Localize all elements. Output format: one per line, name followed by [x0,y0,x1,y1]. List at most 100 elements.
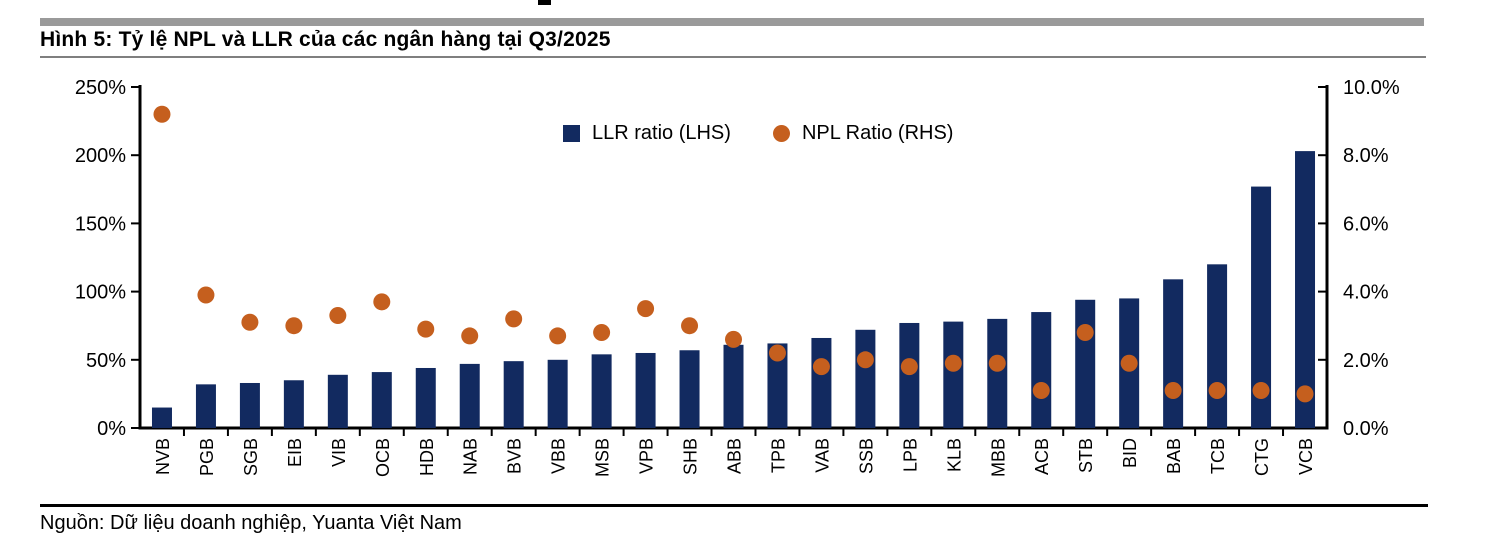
llr-bar [1031,312,1052,428]
x-axis-category-label: KLB [944,438,964,472]
npl-dot [900,358,918,376]
x-axis-category-label: TPB [768,438,788,473]
x-axis-category-label: BID [1120,438,1140,468]
llr-bar [1295,151,1316,428]
llr-bar [943,321,964,428]
x-axis-category-label: BAB [1164,438,1184,474]
npl-dot [417,320,435,338]
npl-dot-swatch-icon [772,125,790,142]
x-axis-category-label: SGB [241,438,261,476]
x-axis-category-label: VBB [549,438,569,474]
npl-dot [1164,381,1182,399]
top-separator-bar [40,18,1424,26]
npl-dot [856,351,874,369]
llr-bar [811,337,832,428]
npl-dot [241,313,259,331]
npl-dot [549,327,567,345]
llr-bar [151,407,172,428]
x-axis-category-label: ABB [725,438,745,474]
left-axis-tick-label: 150% [75,213,126,235]
llr-bar [1207,264,1228,428]
left-axis-tick-label: 200% [75,145,126,167]
cropped-text-fragment [538,0,551,5]
llr-bar [283,380,304,428]
llr-bar [239,382,260,428]
llr-bar [459,363,480,428]
x-axis-category-label: PGB [197,438,217,476]
npl-dot [725,330,742,348]
npl-dot [505,310,523,328]
npl-dot [1076,324,1094,342]
x-axis-category-label: EIB [285,438,305,467]
x-axis-category-label: NAB [461,438,481,475]
npl-dot [197,286,215,304]
right-axis-tick-label: 2.0% [1343,350,1389,372]
x-axis-category-label: HDB [417,438,437,476]
x-axis-category-label: SHB [681,438,701,475]
llr-bar [723,344,744,428]
right-axis-tick-label: 6.0% [1343,213,1389,235]
left-axis-tick-label: 0% [97,418,126,440]
npl-dot [373,293,391,311]
x-axis-category-label: VPB [637,438,657,474]
right-axis-tick-label: 8.0% [1343,145,1389,167]
npl-dot [988,354,1006,372]
left-axis-tick-label: 100% [75,282,126,304]
right-axis-tick-label: 0.0% [1343,418,1389,440]
npl-dot [461,327,479,345]
x-axis-category-label: STB [1076,438,1096,473]
llr-bar [415,367,436,428]
title-underline [40,56,1426,58]
x-axis-category-label: VIB [329,438,349,467]
llr-bar [195,384,216,428]
x-axis-category-label: LPB [900,438,920,472]
llr-bar [503,361,524,428]
npl-dot [153,105,171,123]
llr-bar [591,354,612,428]
x-axis-category-label: MBB [988,438,1008,477]
x-axis-category-label: NVB [153,438,173,475]
x-axis-category-label: ACB [1032,438,1052,475]
legend-item-llr: LLR ratio (LHS) [563,122,731,145]
x-axis-category-label: VCB [1296,438,1316,475]
npl-dot [1296,385,1314,403]
npl-dot [637,300,655,318]
legend-npl-label: NPL Ratio (RHS) [801,122,954,144]
llr-bar [679,350,700,428]
npl-dot [812,358,830,376]
npl-dot [1208,381,1226,399]
npl-dot [944,354,962,372]
npl-dot [329,306,347,324]
left-axis-tick-label: 50% [86,350,126,372]
figure-title: Hình 5: Tỷ lệ NPL và LLR của các ngân hà… [40,28,611,51]
npl-dot [681,317,699,335]
llr-bar [1251,186,1272,428]
x-axis-category-label: SSB [856,438,876,474]
npl-dot [1032,381,1050,399]
source-divider-line [40,504,1428,507]
source-note: Nguồn: Dữ liệu doanh nghiệp, Yuanta Việt… [40,512,462,534]
right-axis-tick-label: 4.0% [1343,282,1389,304]
x-axis-category-label: VAB [812,438,832,473]
llr-bar [987,318,1008,428]
left-axis-tick-label: 250% [75,77,126,99]
llr-bar [327,374,348,428]
x-axis-category-label: MSB [593,438,613,477]
llr-bar [371,372,392,428]
npl-dot [768,344,786,362]
llr-bar [1163,279,1184,428]
legend-llr-label: LLR ratio (LHS) [592,122,731,144]
x-axis-category-label: OCB [373,438,393,477]
legend-item-npl: NPL Ratio (RHS) [772,122,954,145]
x-axis-category-label: CTG [1252,438,1272,476]
llr-bar [1075,299,1096,428]
llr-bar [855,329,876,428]
llr-bar [899,322,920,428]
npl-dot [285,317,303,335]
npl-dot [1252,381,1270,399]
llr-bar [547,359,568,428]
x-axis-category-label: TCB [1208,438,1228,474]
right-axis-tick-label: 10.0% [1343,77,1400,99]
